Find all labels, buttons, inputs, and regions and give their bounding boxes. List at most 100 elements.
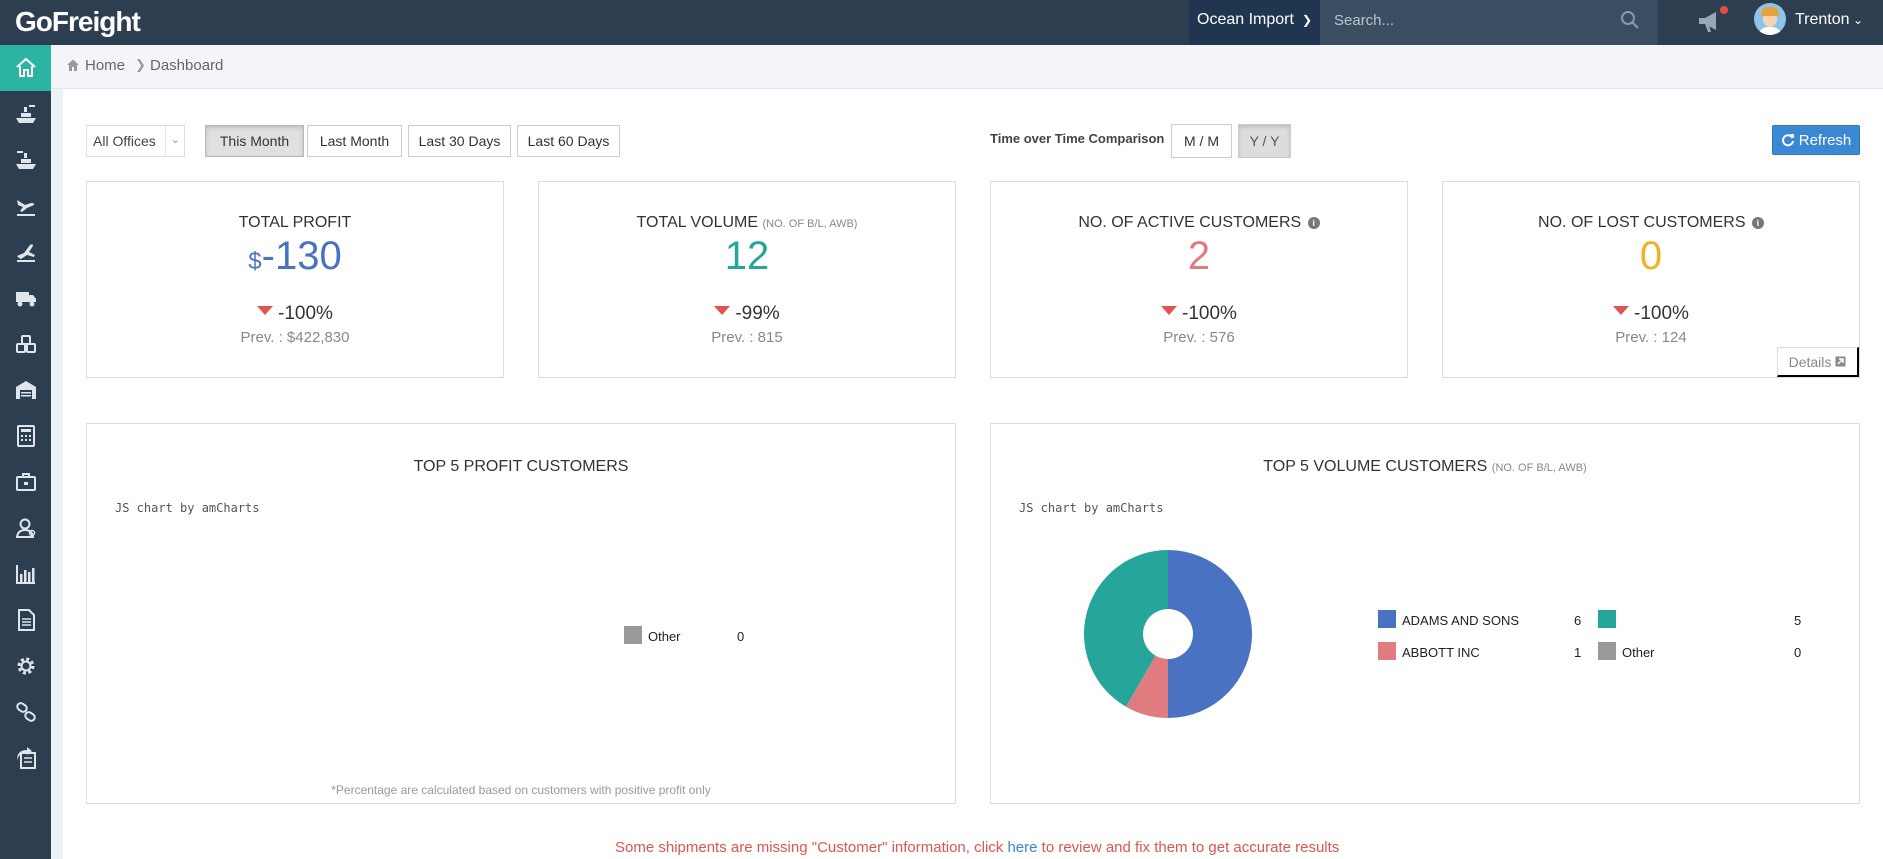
stat-card-active-customers: NO. OF ACTIVE CUSTOMERS i 2 -100% Prev. … — [990, 181, 1408, 378]
home-icon — [15, 57, 36, 77]
avatar[interactable] — [1754, 3, 1786, 35]
breadcrumb-home-link[interactable]: Home — [85, 57, 126, 74]
stat-change: -99% — [539, 303, 955, 325]
amcharts-watermark[interactable]: JS chart by amCharts — [115, 501, 260, 515]
global-search — [1320, 0, 1658, 45]
sidebar-item-integrations[interactable] — [0, 689, 51, 735]
legend-value: 6 — [1574, 613, 1582, 628]
pie-slice-adams-and-sons[interactable] — [1168, 550, 1252, 718]
office-select[interactable]: All Offices ⌄ — [86, 125, 185, 157]
stat-title: NO. OF ACTIVE CUSTOMERS i — [991, 214, 1407, 232]
stat-previous: Prev. : 124 — [1615, 329, 1687, 346]
legend-label: Other — [648, 629, 681, 644]
sidebar-item-ocean-import[interactable] — [0, 137, 51, 183]
stat-change-value: -100% — [1182, 303, 1237, 324]
amcharts-watermark[interactable]: JS chart by amCharts — [1019, 501, 1164, 515]
sidebar-item-home[interactable] — [0, 45, 51, 91]
sidebar — [0, 45, 51, 859]
sidebar-item-accounting[interactable] — [0, 413, 51, 459]
stat-change-value: -100% — [278, 303, 333, 324]
sidebar-item-ocean-export[interactable] — [0, 91, 51, 137]
stat-title-text: NO. OF ACTIVE CUSTOMERS — [1078, 214, 1302, 231]
legend-swatch-other — [1598, 642, 1616, 660]
search-input[interactable] — [1320, 0, 1620, 40]
range-this-month-button[interactable]: This Month — [205, 125, 304, 157]
stat-subtitle: (NO. OF B/L, AWB) — [762, 218, 858, 230]
stat-title-text: NO. OF LOST CUSTOMERS — [1538, 214, 1746, 231]
username[interactable]: Trenton — [1795, 11, 1850, 28]
top-navbar: GoFreight Ocean Import ❯ Trenton ⌄ — [0, 0, 1883, 45]
panel-title: TOP 5 VOLUME CUSTOMERS (NO. OF B/L, AWB) — [991, 458, 1859, 476]
stat-number: 12 — [724, 234, 770, 278]
sidebar-item-misc[interactable] — [0, 321, 51, 367]
sidebar-item-tools[interactable] — [0, 459, 51, 505]
ocean-export-icon — [15, 105, 36, 123]
range-last-month-button[interactable]: Last Month — [307, 125, 402, 157]
stat-number: -130 — [261, 234, 342, 278]
sidebar-item-air-import[interactable] — [0, 183, 51, 229]
stat-previous: Prev. : 576 — [1163, 329, 1235, 346]
legend-value: 1 — [1574, 645, 1582, 660]
megaphone-icon[interactable] — [1696, 8, 1724, 34]
sidebar-item-documents[interactable] — [0, 597, 51, 643]
refresh-label: Refresh — [1798, 131, 1852, 149]
panel-title: TOP 5 PROFIT CUSTOMERS — [413, 458, 629, 475]
sidebar-item-contacts[interactable] — [0, 505, 51, 551]
stat-change: -100% — [87, 303, 503, 325]
stat-change-value: -100% — [1634, 303, 1689, 324]
stat-card-total-profit: TOTAL PROFIT $-130 -100% Prev. : $422,83… — [86, 181, 504, 378]
range-last-60-days-button[interactable]: Last 60 Days — [517, 125, 620, 157]
info-icon[interactable]: i — [1307, 217, 1320, 229]
external-link-icon — [1835, 356, 1846, 367]
module-selector[interactable]: Ocean Import ❯ — [1189, 0, 1320, 45]
chevron-down-icon: ⌄ — [170, 134, 180, 146]
home-small-icon — [67, 59, 79, 71]
app-logo[interactable]: GoFreight — [15, 6, 141, 37]
legend-label: ADAMS AND SONS — [1402, 613, 1520, 628]
review-link[interactable]: here — [1007, 839, 1038, 856]
stat-title-text: TOTAL VOLUME — [636, 214, 759, 231]
stat-value: $-130 — [87, 234, 503, 279]
air-export-icon — [16, 244, 35, 262]
pie-slice-unnamed[interactable] — [1084, 550, 1168, 707]
details-label: Details — [1788, 353, 1832, 370]
down-triangle-icon — [1161, 306, 1178, 315]
misc-shipment-icon — [15, 335, 36, 353]
missing-customer-warning: Some shipments are missing "Customer" in… — [0, 839, 1883, 856]
sidebar-item-export[interactable] — [0, 735, 51, 781]
legend-swatch-abbott — [1378, 642, 1396, 660]
notification-dot — [1720, 6, 1728, 14]
sidebar-item-trucking[interactable] — [0, 275, 51, 321]
sidebar-item-air-export[interactable] — [0, 229, 51, 275]
details-button[interactable]: Details — [1777, 347, 1859, 377]
search-icon[interactable] — [1620, 10, 1640, 30]
comparison-yy-button[interactable]: Y / Y — [1238, 124, 1291, 158]
sidebar-item-reports[interactable] — [0, 551, 51, 597]
down-triangle-icon — [257, 306, 274, 315]
air-import-icon — [16, 200, 35, 216]
ocean-import-icon — [15, 151, 36, 169]
volume-pie-chart — [1084, 550, 1252, 718]
calculator-icon — [16, 425, 35, 447]
briefcase-icon — [15, 473, 36, 491]
sidebar-item-warehouse[interactable] — [0, 367, 51, 413]
legend-label: Other — [1622, 645, 1655, 660]
top-profit-customers-panel: TOP 5 PROFIT CUSTOMERS JS chart by amCha… — [86, 423, 956, 804]
range-last-30-days-button[interactable]: Last 30 Days — [408, 125, 511, 157]
info-icon[interactable]: i — [1751, 217, 1764, 229]
user-menu-chevron-icon[interactable]: ⌄ — [1853, 13, 1864, 27]
comparison-label: Time over Time Comparison — [990, 131, 1165, 146]
refresh-button[interactable]: Refresh — [1772, 125, 1860, 155]
module-selector-label: Ocean Import — [1197, 11, 1294, 28]
truck-icon — [15, 292, 36, 307]
pie-slice-abbott-inc[interactable] — [1126, 655, 1168, 718]
footnote: *Percentage are calculated based on cust… — [331, 783, 711, 797]
document-icon — [17, 609, 35, 631]
comparison-mm-button[interactable]: M / M — [1171, 124, 1232, 158]
legend-swatch-adams — [1378, 610, 1396, 628]
legend-value: 0 — [737, 629, 745, 644]
stat-title: NO. OF LOST CUSTOMERS i — [1443, 214, 1859, 232]
sidebar-item-settings[interactable] — [0, 643, 51, 689]
panel-subtitle: (NO. OF B/L, AWB) — [1491, 462, 1587, 474]
link-icon — [15, 702, 36, 722]
